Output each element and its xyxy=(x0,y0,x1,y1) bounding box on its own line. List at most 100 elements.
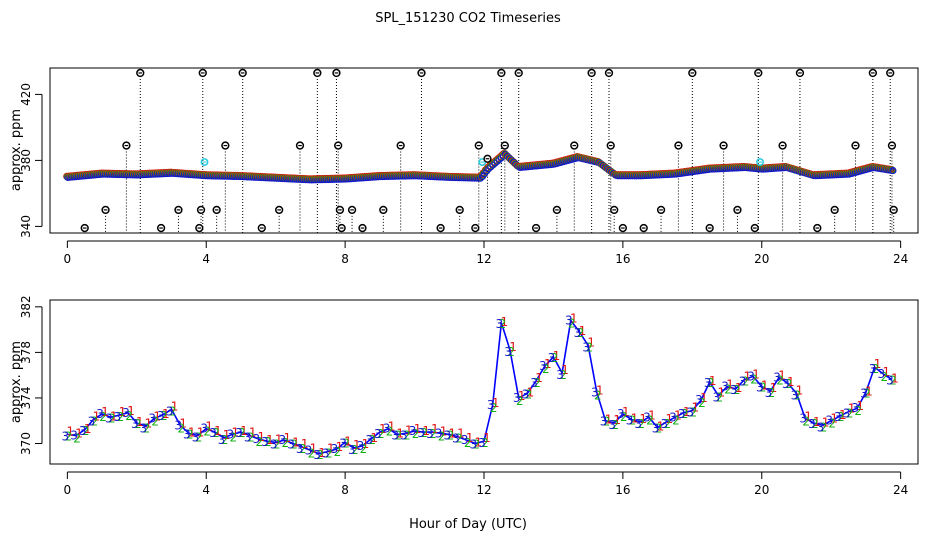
series-2-marker: 2 xyxy=(542,362,550,376)
series-3-marker: 3 xyxy=(643,410,651,424)
series-2-marker: 2 xyxy=(863,386,871,400)
series-1-marker: 1 xyxy=(700,391,708,405)
series-1-marker: 1 xyxy=(93,410,101,424)
series-1-marker: 1 xyxy=(865,384,873,398)
top-plot-frame xyxy=(49,67,919,234)
y-tick-label: 420 xyxy=(19,83,33,106)
series-3-marker: 3 xyxy=(843,407,851,421)
series-1-marker: 1 xyxy=(709,374,717,388)
series-3-marker: 3 xyxy=(660,417,668,431)
series-3-marker: 3 xyxy=(365,433,373,447)
series-1-marker: 1 xyxy=(136,415,144,429)
series-3-marker: 3 xyxy=(704,376,712,390)
series-1-marker: 1 xyxy=(422,424,430,438)
series-1-marker: 1 xyxy=(318,446,326,460)
series-1-marker: 1 xyxy=(509,340,517,354)
series-2-marker: 2 xyxy=(65,429,73,443)
series-3-marker: 3 xyxy=(686,405,694,419)
series-3-marker: 3 xyxy=(548,351,556,365)
series-2-marker: 2 xyxy=(620,410,628,424)
series-2-marker: 2 xyxy=(802,414,810,428)
series-2-marker: 2 xyxy=(637,417,645,431)
series-1-marker: 1 xyxy=(240,424,248,438)
series-3-marker: 3 xyxy=(617,407,625,421)
series-3-marker: 3 xyxy=(96,407,104,421)
series-2-marker: 2 xyxy=(499,317,507,331)
series-2-marker: 2 xyxy=(125,409,133,423)
series-1-marker: 1 xyxy=(145,416,153,430)
series-3-marker: 3 xyxy=(391,428,399,442)
series-3-marker: 3 xyxy=(730,383,738,397)
series-2-marker: 2 xyxy=(689,405,697,419)
series-2-marker: 2 xyxy=(386,425,394,439)
series-1-marker: 1 xyxy=(553,349,561,363)
x-tick-label: 0 xyxy=(64,483,72,497)
series-3-marker: 3 xyxy=(834,410,842,424)
series-1-marker: 1 xyxy=(579,324,587,338)
series-3-marker: 3 xyxy=(244,431,252,445)
top-y-axis: 340 380 420 xyxy=(19,83,43,238)
series-3-marker: 3 xyxy=(539,359,547,373)
series-1-marker: 1 xyxy=(396,426,404,440)
top-y-axis-label: approx. ppm xyxy=(9,109,24,191)
series-2-marker: 2 xyxy=(820,420,828,434)
series-1-marker: 1 xyxy=(310,441,318,455)
series-2-marker: 2 xyxy=(490,401,498,415)
series-3-marker: 3 xyxy=(322,446,330,460)
bottom-plot-frame xyxy=(49,299,919,465)
series-1-marker: 1 xyxy=(622,405,630,419)
series-3-marker: 3 xyxy=(582,341,590,355)
series-1-marker: 1 xyxy=(197,426,205,440)
series-3-marker: 3 xyxy=(452,432,460,446)
series-2-marker: 2 xyxy=(577,326,585,340)
series-2-marker: 2 xyxy=(82,424,90,438)
series-3-marker: 3 xyxy=(226,427,234,441)
x-tick-label: 20 xyxy=(754,252,769,266)
series-3-marker: 3 xyxy=(313,448,321,462)
series-2-marker: 2 xyxy=(238,426,246,440)
series-3-marker: 3 xyxy=(825,414,833,428)
series-3-marker: 3 xyxy=(270,437,278,451)
series-2-marker: 2 xyxy=(707,376,715,390)
y-tick-label: 370 xyxy=(19,432,33,455)
series-1-marker: 1 xyxy=(752,367,760,381)
series-2-marker: 2 xyxy=(551,351,559,365)
series-3-marker: 3 xyxy=(591,385,599,399)
series-3-marker: 3 xyxy=(886,374,894,388)
x-tick-label: 24 xyxy=(893,252,908,266)
cyan-point xyxy=(756,158,764,167)
series-1-marker: 1 xyxy=(804,409,812,423)
series-2-marker: 2 xyxy=(203,425,211,439)
series-1-marker: 1 xyxy=(231,425,239,439)
series-1-marker: 1 xyxy=(119,405,127,419)
series-3-marker: 3 xyxy=(218,433,226,447)
series-2-marker: 2 xyxy=(889,374,897,388)
x-tick-label: 12 xyxy=(476,483,491,497)
x-tick-label: 20 xyxy=(754,483,769,497)
series-2-marker: 2 xyxy=(325,446,333,460)
series-3-marker: 3 xyxy=(443,428,451,442)
series-1-marker: 1 xyxy=(778,368,786,382)
series-2-marker: 2 xyxy=(594,388,602,402)
series-3-marker: 3 xyxy=(461,433,469,447)
series-3-marker: 3 xyxy=(166,404,174,418)
series-3-marker: 3 xyxy=(400,428,408,442)
series-2-marker: 2 xyxy=(837,410,845,424)
series-2-marker: 2 xyxy=(169,404,177,418)
series-3-marker: 3 xyxy=(530,376,538,390)
series-1-marker: 1 xyxy=(284,431,292,445)
series-3-marker: 3 xyxy=(713,391,721,405)
series-2-marker: 2 xyxy=(247,431,255,445)
series-1-marker: 1 xyxy=(813,415,821,429)
series-3-marker: 3 xyxy=(478,436,486,450)
series-3-marker: 3 xyxy=(131,417,139,431)
series-3-marker: 3 xyxy=(157,409,165,423)
series-1-marker: 1 xyxy=(535,371,543,385)
series-3-marker: 3 xyxy=(200,422,208,436)
series-2-marker: 2 xyxy=(151,414,159,428)
series-3-marker: 3 xyxy=(235,426,243,440)
series-2-marker: 2 xyxy=(429,427,437,441)
series-1-marker: 1 xyxy=(275,432,283,446)
series-1-marker: 1 xyxy=(301,437,309,451)
